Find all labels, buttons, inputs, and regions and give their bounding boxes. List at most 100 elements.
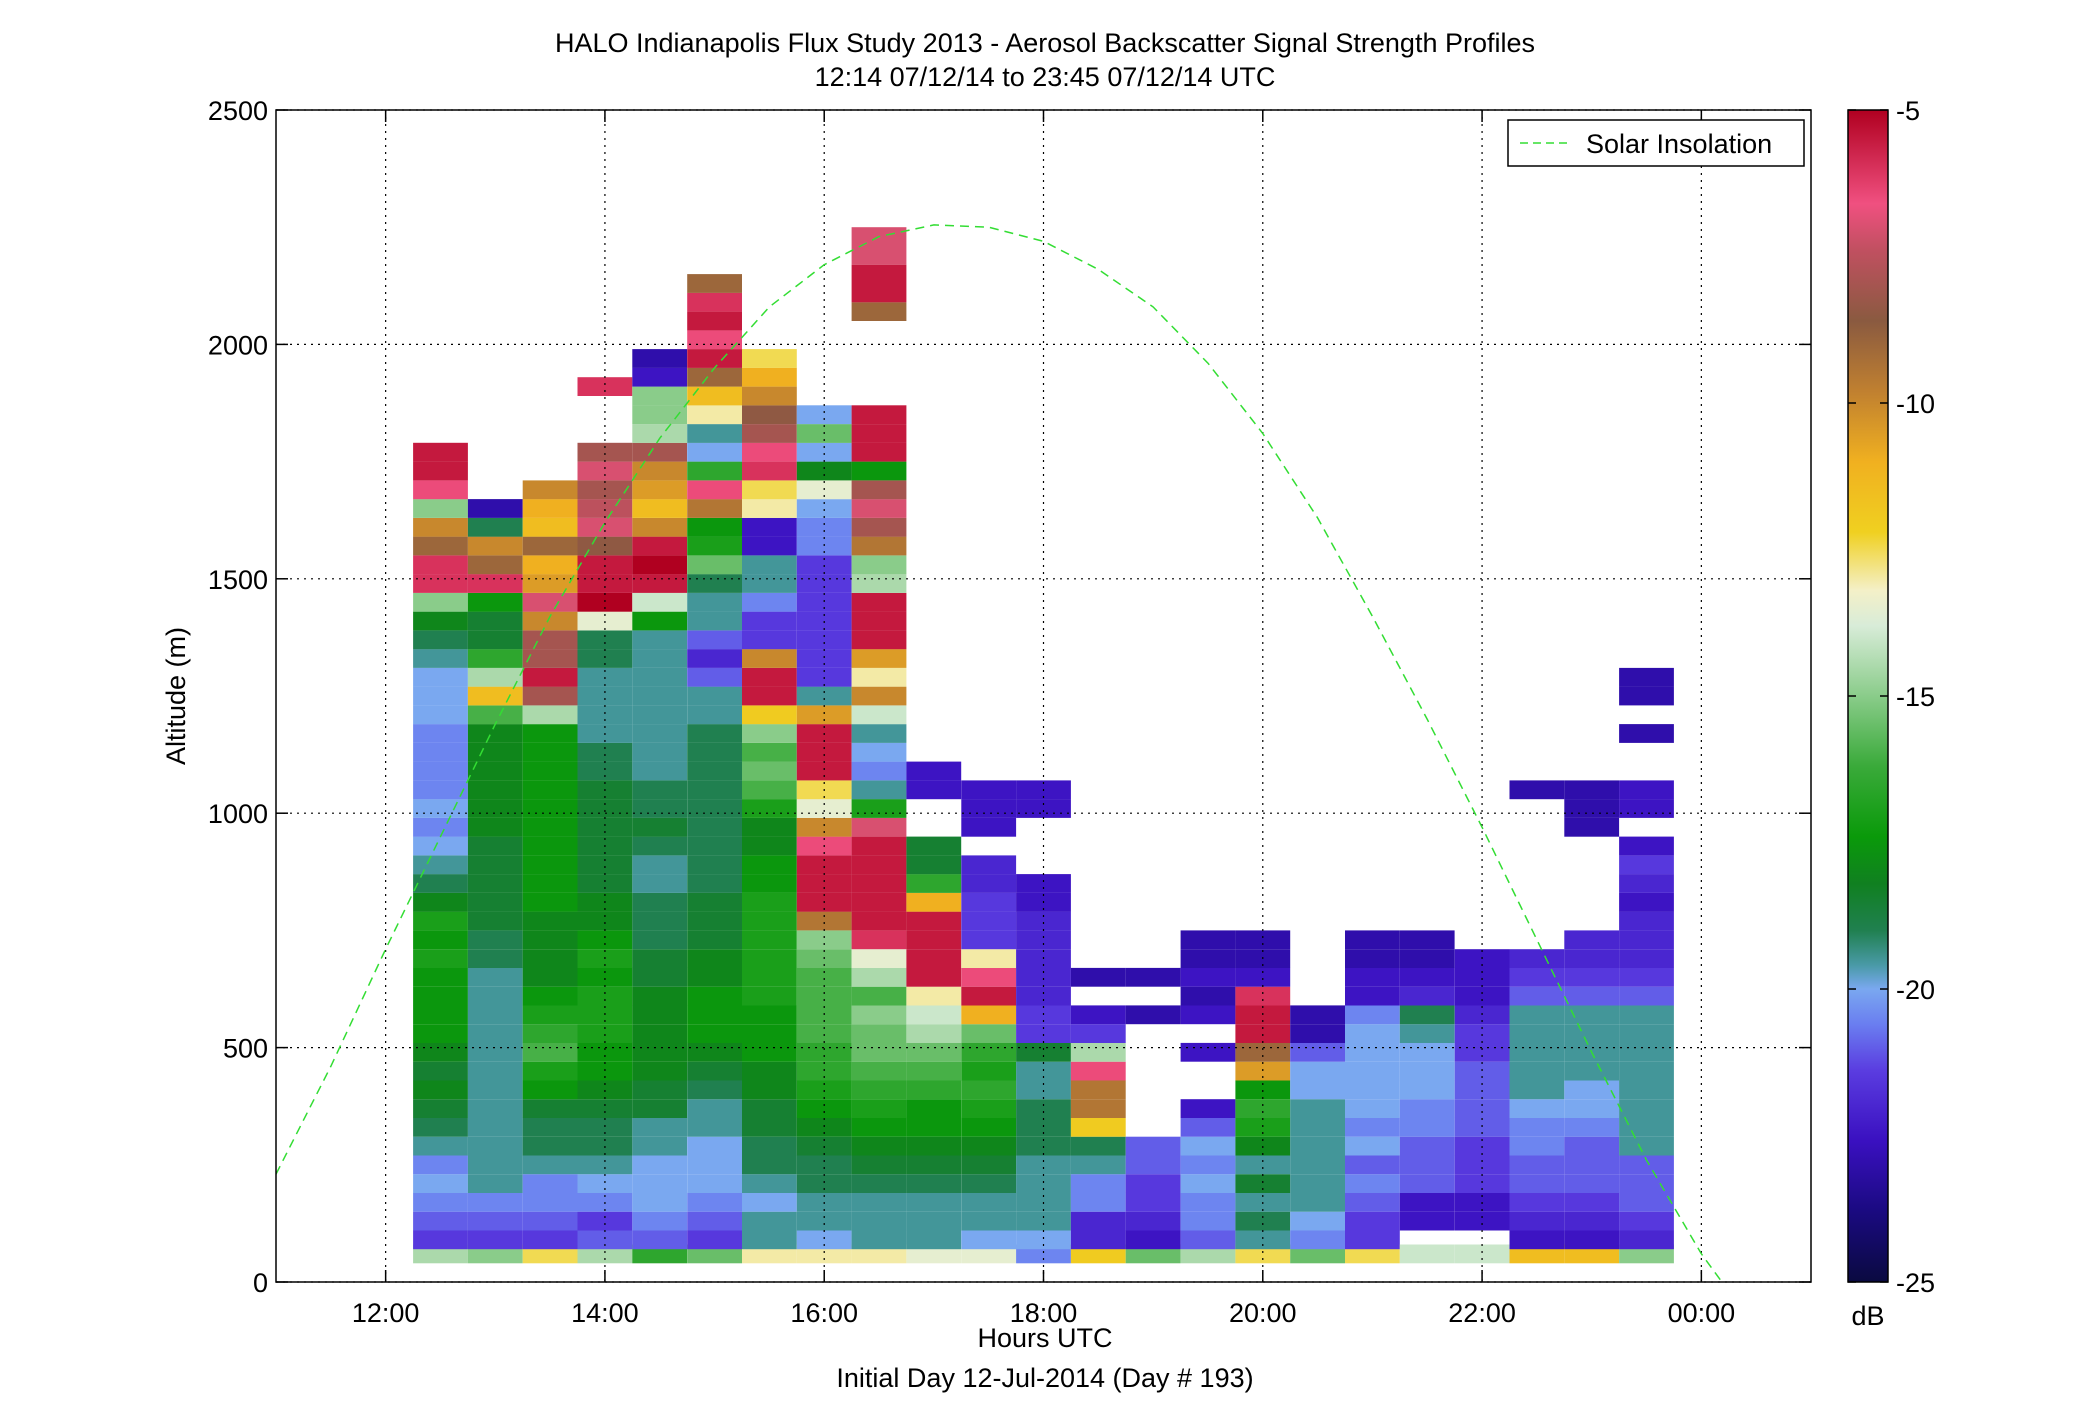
heatmap-cell xyxy=(413,555,468,575)
heatmap-cell xyxy=(632,1099,688,1118)
heatmap-cell xyxy=(961,949,1017,968)
heatmap-cell xyxy=(687,1099,742,1118)
heatmap-cell xyxy=(467,574,523,593)
heatmap-cell xyxy=(687,611,742,631)
heatmap-cell xyxy=(1619,949,1674,968)
heatmap-cell xyxy=(467,649,523,668)
heatmap-cell xyxy=(796,461,852,481)
heatmap-cell xyxy=(1564,780,1620,800)
heatmap-cell xyxy=(1509,1005,1565,1025)
heatmap-cell xyxy=(413,499,468,518)
heatmap-cell xyxy=(687,930,742,950)
heatmap-cell xyxy=(632,349,688,368)
heatmap-cell xyxy=(1180,1230,1236,1250)
heatmap-cell xyxy=(522,1211,578,1231)
heatmap-cell xyxy=(742,930,797,950)
heatmap-cell xyxy=(522,592,578,612)
heatmap-cell xyxy=(1290,1080,1345,1100)
heatmap-cell xyxy=(687,349,742,368)
heatmap-cell xyxy=(1235,930,1291,950)
heatmap-cell xyxy=(632,499,688,518)
heatmap-cell xyxy=(851,892,907,912)
heatmap-cell xyxy=(742,461,797,481)
heatmap-cell xyxy=(1235,967,1291,987)
legend: Solar Insolation xyxy=(1507,119,1805,167)
heatmap-cell xyxy=(1290,1042,1345,1062)
heatmap-cell xyxy=(1564,967,1620,987)
heatmap-cell xyxy=(1619,1080,1674,1100)
heatmap-cell xyxy=(1454,1099,1510,1118)
heatmap-cell xyxy=(742,386,797,406)
heatmap-cell xyxy=(1619,780,1674,800)
y-tick-label: 500 xyxy=(223,1034,268,1064)
heatmap-cell xyxy=(906,949,962,968)
heatmap-cell xyxy=(467,761,523,781)
heatmap-cell xyxy=(1345,1174,1400,1193)
heatmap-cell xyxy=(413,1155,468,1175)
heatmap-cell xyxy=(1180,1005,1236,1025)
heatmap-cell xyxy=(413,480,468,500)
heatmap-cell xyxy=(413,1099,468,1118)
heatmap-cell xyxy=(522,480,578,500)
heatmap-cell xyxy=(413,611,468,631)
heatmap-cell xyxy=(577,911,633,931)
heatmap-cell xyxy=(1454,967,1510,987)
heatmap-cell xyxy=(522,611,578,631)
heatmap-cell xyxy=(577,1211,633,1231)
heatmap-cell xyxy=(687,874,742,893)
heatmap-cell xyxy=(577,461,633,481)
heatmap-cell xyxy=(742,1230,797,1250)
heatmap-cell xyxy=(522,1061,578,1081)
heatmap-cell xyxy=(467,799,523,818)
heatmap-cell xyxy=(961,892,1017,912)
heatmap-cell xyxy=(687,1155,742,1175)
heatmap-cell xyxy=(1290,1024,1345,1043)
heatmap-cell xyxy=(522,1080,578,1100)
heatmap-cell xyxy=(632,649,688,668)
heatmap-cell xyxy=(413,686,468,706)
heatmap-cell xyxy=(1509,986,1565,1006)
heatmap-cell xyxy=(467,1174,523,1193)
heatmap-cell xyxy=(1619,1155,1674,1175)
heatmap-cell xyxy=(467,1024,523,1043)
heatmap-cell xyxy=(851,817,907,837)
heatmap-cell xyxy=(413,1024,468,1043)
heatmap-cell xyxy=(467,892,523,912)
heatmap-cell xyxy=(851,630,907,650)
heatmap-cell xyxy=(467,536,523,556)
heatmap-cell xyxy=(742,949,797,968)
heatmap-cell xyxy=(851,283,907,303)
heatmap-cell xyxy=(1399,1099,1455,1118)
heatmap-cell xyxy=(796,1211,852,1231)
heatmap-cell xyxy=(851,836,907,856)
heatmap-cell xyxy=(1399,949,1455,968)
heatmap-cell xyxy=(1399,1192,1455,1212)
heatmap-cell xyxy=(742,742,797,762)
heatmap-cell xyxy=(796,405,852,425)
heatmap-cell xyxy=(742,967,797,987)
heatmap-cell xyxy=(632,874,688,893)
heatmap-cell xyxy=(1564,1099,1620,1118)
heatmap-cell xyxy=(1454,1080,1510,1100)
heatmap-cell xyxy=(632,517,688,537)
heatmap-cell xyxy=(796,686,852,706)
heatmap-cell xyxy=(961,1192,1017,1212)
heatmap-cell xyxy=(796,1024,852,1043)
heatmap-cell xyxy=(1509,1099,1565,1118)
heatmap-cell xyxy=(467,1099,523,1118)
heatmap-cell xyxy=(796,817,852,837)
colorbar-tick-label: -20 xyxy=(1896,975,1935,1005)
heatmap-cell xyxy=(687,836,742,856)
heatmap-cell xyxy=(687,574,742,593)
heatmap-cell xyxy=(522,724,578,743)
heatmap-cell xyxy=(851,611,907,631)
heatmap-cell xyxy=(467,742,523,762)
heatmap-cell xyxy=(687,799,742,818)
heatmap-cell xyxy=(1016,911,1071,931)
heatmap-cell xyxy=(1235,1080,1291,1100)
heatmap-cell xyxy=(796,705,852,725)
heatmap-cell xyxy=(851,574,907,593)
heatmap-cell xyxy=(467,817,523,837)
heatmap-cell xyxy=(1345,1155,1400,1175)
heatmap-cell xyxy=(1619,667,1674,687)
